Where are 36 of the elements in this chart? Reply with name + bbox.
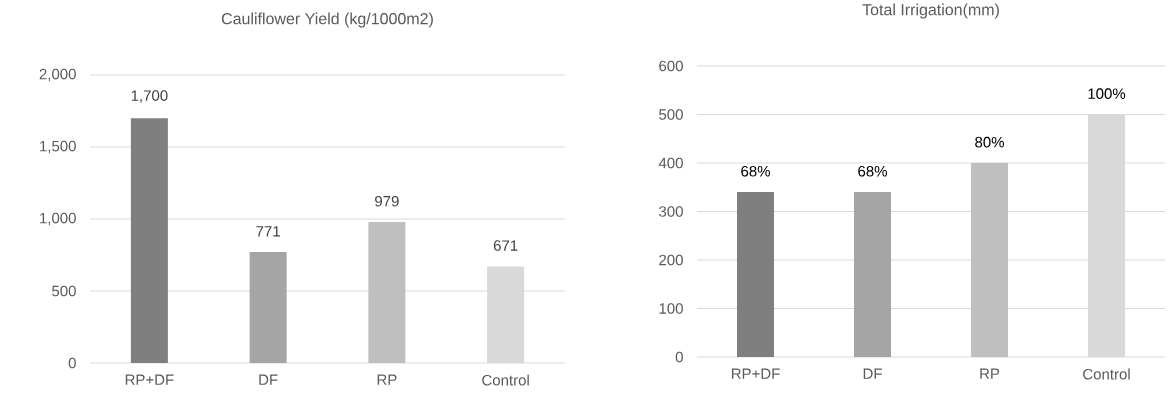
y-tick-label: 500 <box>659 109 683 120</box>
y-tick-label: 300 <box>659 206 683 217</box>
chart-title: Cauliflower Yield (kg/1000m2) <box>221 12 433 28</box>
annotation: 100% <box>1088 88 1126 99</box>
bar <box>971 163 1009 357</box>
x-tick-label: RP+DF <box>731 368 780 379</box>
x-tick-label: RP <box>377 374 397 385</box>
data-label: 671 <box>493 240 518 251</box>
x-tick-label: DF <box>863 368 882 379</box>
bar <box>130 118 168 363</box>
x-tick-label: DF <box>259 374 278 385</box>
y-tick-label: 100 <box>659 303 683 314</box>
data-label: 771 <box>256 226 280 237</box>
annotation: 68% <box>741 165 770 177</box>
data-label: 979 <box>375 195 399 207</box>
y-tick-label: 0 <box>675 351 683 363</box>
y-tick-label: 0 <box>68 357 76 369</box>
y-tick-label: 1,000 <box>40 212 76 226</box>
y-tick-label: 400 <box>658 157 683 169</box>
annotation: 68% <box>858 165 887 177</box>
data-label: 1,700 <box>131 90 168 103</box>
y-tick-label: 1,500 <box>40 140 76 154</box>
bar <box>368 222 406 363</box>
y-tick-label: 2,000 <box>39 68 76 82</box>
x-tick-label: RP <box>980 368 1000 379</box>
bar <box>854 192 892 357</box>
x-tick-label: Control <box>1083 368 1130 380</box>
bar <box>737 192 775 357</box>
y-tick-label: 500 <box>52 285 76 297</box>
annotation: 80% <box>975 136 1004 148</box>
chart-title: Total Irrigation(mm) <box>862 3 999 19</box>
y-tick-label: 600 <box>659 60 683 72</box>
y-tick-label: 200 <box>659 254 683 266</box>
x-tick-label: Control <box>482 374 529 386</box>
x-tick-label: RP+DF <box>125 374 174 385</box>
bar <box>249 251 287 363</box>
